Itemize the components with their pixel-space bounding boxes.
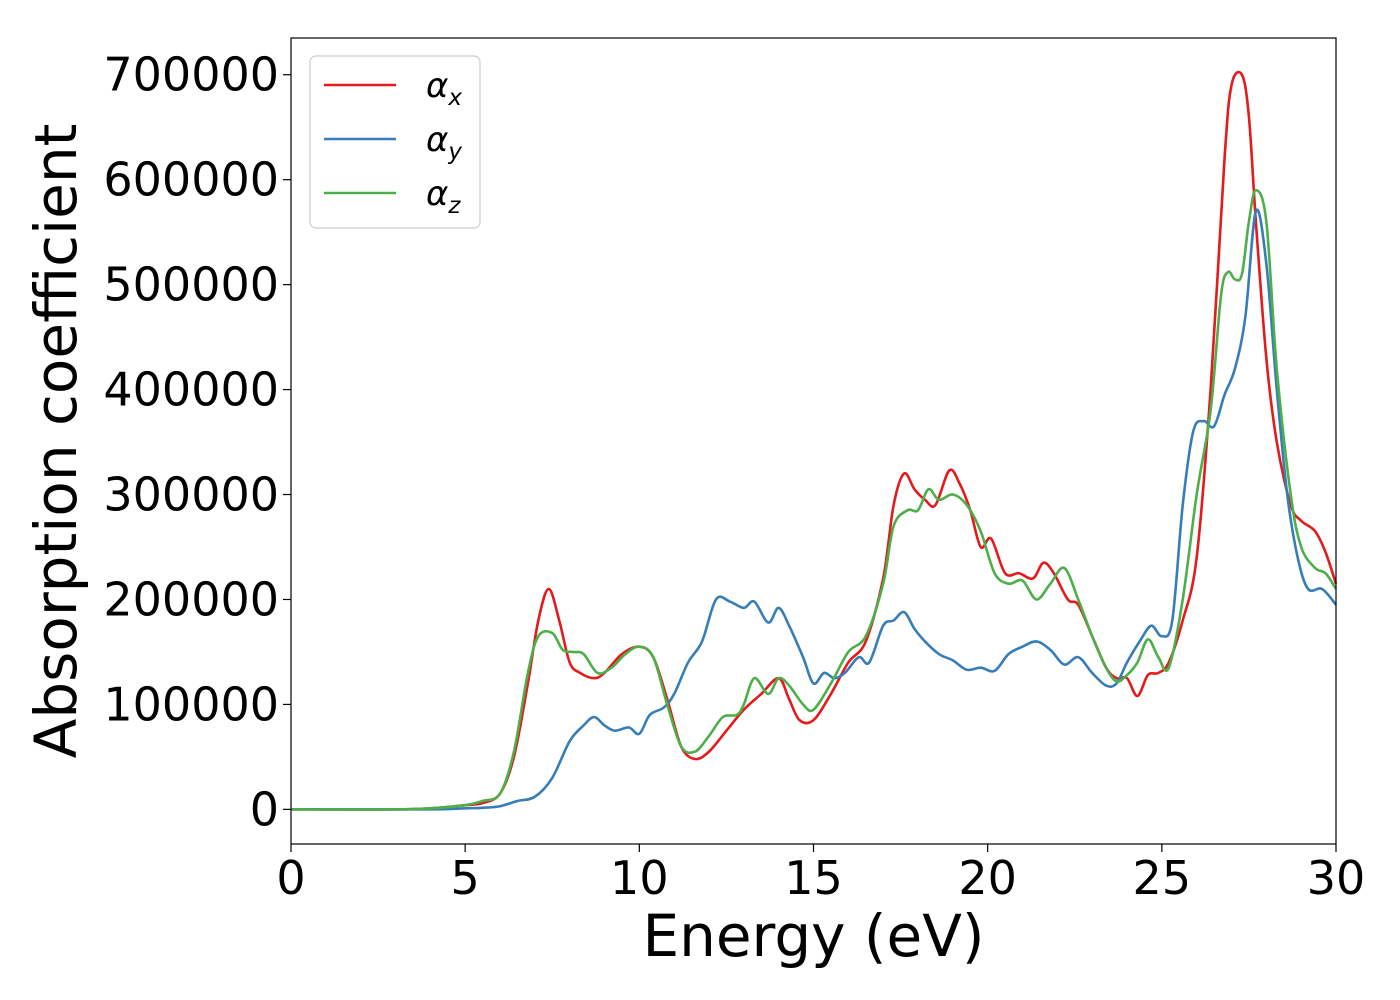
legend-label-x: αx <box>426 66 462 111</box>
plot-frame <box>290 37 1337 845</box>
legend-label-y: αy <box>426 120 462 165</box>
y-axis-label: Absorption coefficient <box>22 124 90 759</box>
x-tick-label: 20 <box>958 851 1017 905</box>
x-tick-label: 0 <box>276 851 305 905</box>
y-tick-label: 100000 <box>103 677 279 731</box>
series-line-x <box>290 70 1338 811</box>
legend: αx αy αz <box>309 55 481 229</box>
y-tick-label: 600000 <box>103 153 279 207</box>
y-tick-label: 0 <box>250 782 279 836</box>
legend-box <box>309 55 481 229</box>
y-tick-label: 400000 <box>103 363 279 417</box>
y-axis-ticks: 0 100000 200000 300000 400000 500000 600000 700… <box>103 48 291 836</box>
y-tick-label: 500000 <box>103 258 279 312</box>
series-line-y <box>290 208 1338 811</box>
y-tick-label: 300000 <box>103 468 279 522</box>
x-tick-label: 15 <box>784 851 843 905</box>
x-axis-label: Energy (eV) <box>642 902 984 970</box>
y-tick-label: 700000 <box>103 48 279 102</box>
series-line-z <box>290 188 1338 811</box>
x-tick-label: 5 <box>451 851 480 905</box>
x-tick-label: 10 <box>610 851 669 905</box>
x-tick-label: 25 <box>1133 851 1192 905</box>
legend-label-z: αz <box>426 174 461 219</box>
series-layer <box>290 70 1338 811</box>
legend-items: αx αy αz <box>324 66 462 219</box>
x-axis-ticks: 0 5 10 15 20 25 30 <box>276 844 1365 905</box>
x-tick-label: 30 <box>1307 851 1366 905</box>
y-tick-label: 200000 <box>103 572 279 626</box>
